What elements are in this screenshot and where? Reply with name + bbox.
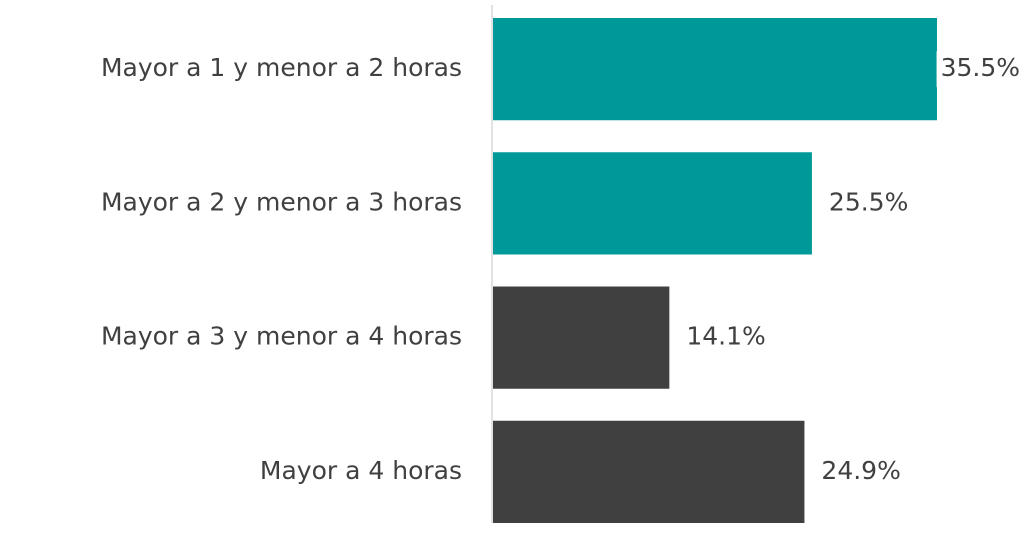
bar: [493, 286, 670, 389]
value-label: 24.9%: [821, 456, 900, 485]
category-label: Mayor a 3 y menor a 4 horas: [101, 322, 462, 351]
value-label: 35.5%: [941, 53, 1020, 82]
category-label: Mayor a 1 y menor a 2 horas: [101, 53, 462, 82]
label-background: [936, 51, 1021, 88]
value-label: 25.5%: [829, 187, 908, 216]
bar: [493, 18, 937, 121]
category-label: Mayor a 4 horas: [260, 456, 462, 485]
bar: [493, 152, 812, 255]
bar: [493, 420, 805, 523]
value-label: 14.1%: [686, 322, 765, 351]
category-label: Mayor a 2 y menor a 3 horas: [101, 187, 462, 216]
